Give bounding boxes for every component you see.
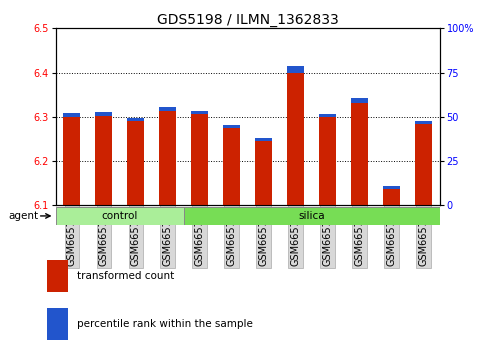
Bar	[63, 113, 80, 117]
Bar	[287, 66, 304, 74]
Title: GDS5198 / ILMN_1362833: GDS5198 / ILMN_1362833	[156, 13, 339, 27]
Bar	[159, 111, 176, 205]
Bar	[351, 98, 369, 103]
Text: transformed count: transformed count	[77, 271, 174, 281]
Bar	[56, 207, 184, 225]
Bar	[127, 121, 144, 205]
Bar	[63, 117, 80, 205]
Bar	[47, 308, 69, 340]
Bar	[223, 128, 241, 205]
Bar	[95, 113, 113, 116]
Text: silica: silica	[298, 211, 325, 221]
Text: control: control	[101, 211, 138, 221]
Bar	[383, 189, 400, 205]
Bar	[223, 125, 241, 128]
Bar	[415, 121, 432, 124]
Bar	[319, 117, 336, 205]
Bar	[191, 114, 208, 205]
Bar	[95, 116, 113, 205]
Bar	[255, 141, 272, 205]
Bar	[255, 138, 272, 141]
Bar	[287, 74, 304, 205]
Text: percentile rank within the sample: percentile rank within the sample	[77, 319, 253, 329]
Bar	[184, 207, 440, 225]
Text: agent: agent	[8, 211, 39, 221]
Bar	[319, 114, 336, 117]
Bar	[159, 107, 176, 111]
Bar	[351, 103, 369, 205]
Bar	[415, 124, 432, 205]
Bar	[127, 118, 144, 121]
Bar	[383, 186, 400, 189]
Bar	[47, 260, 69, 292]
Bar	[191, 110, 208, 114]
